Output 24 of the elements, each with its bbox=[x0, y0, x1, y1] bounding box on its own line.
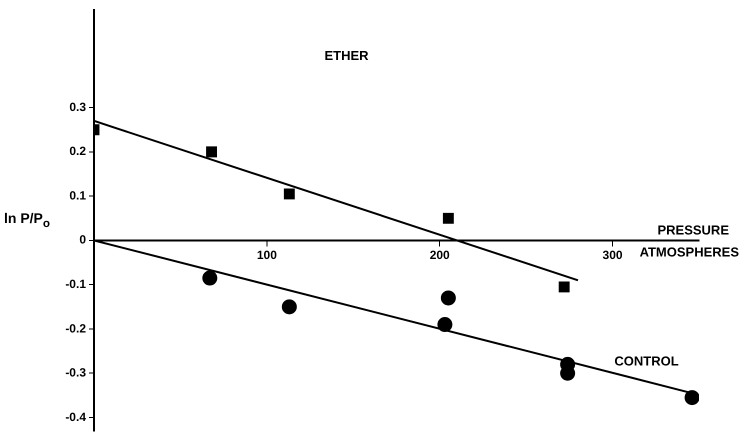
y-tick-label: 0 bbox=[79, 232, 86, 247]
y-tick-label: 0.2 bbox=[69, 144, 86, 158]
point bbox=[206, 146, 217, 158]
x-tick-label: 100 bbox=[256, 248, 278, 262]
point bbox=[558, 281, 570, 292]
y-tick-label: -0.4 bbox=[65, 410, 86, 424]
x-axis-title: PRESSURE ATMOSPHERES bbox=[640, 222, 740, 260]
point bbox=[202, 270, 218, 286]
point bbox=[437, 317, 452, 332]
point bbox=[440, 290, 456, 306]
y-tick-label: -0.1 bbox=[65, 277, 86, 292]
point bbox=[282, 299, 297, 314]
y-axis-title: ln P/P$_{o}$ bbox=[4, 210, 50, 230]
x-tick-label: 200 bbox=[430, 248, 450, 262]
y-tick-label: -0.3 bbox=[65, 366, 86, 380]
y-tick-label: 0.1 bbox=[69, 188, 86, 202]
text: ETHER bbox=[324, 48, 370, 63]
point bbox=[684, 390, 699, 406]
point bbox=[442, 212, 454, 224]
x-tick-label: 300 bbox=[602, 248, 623, 262]
y-tick-label: -0.2 bbox=[65, 321, 86, 336]
y-tick-label: 0.3 bbox=[69, 100, 86, 114]
series-label: CONTROL bbox=[614, 353, 679, 368]
point bbox=[284, 188, 295, 200]
